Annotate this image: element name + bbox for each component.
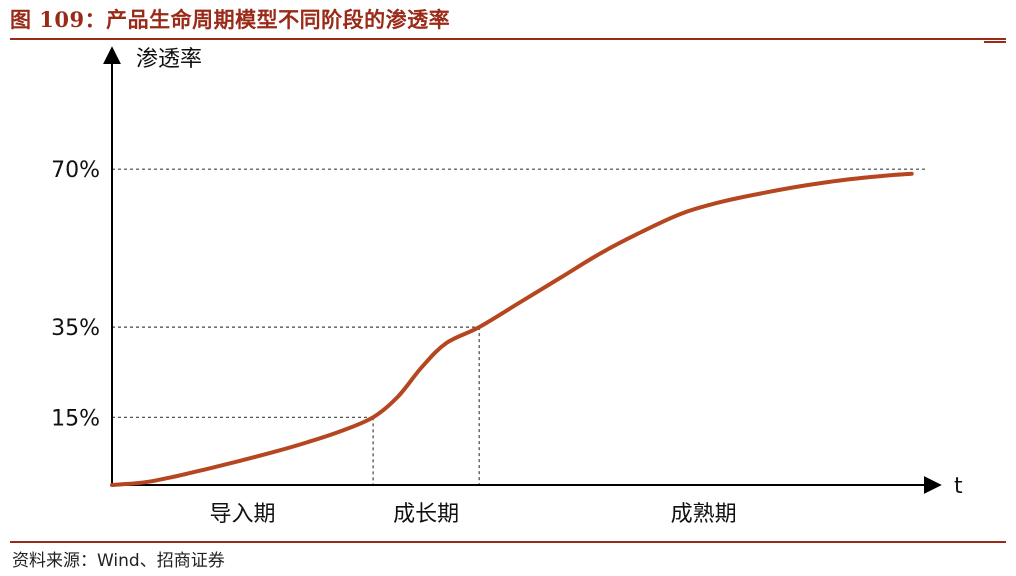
phase-labels: 导入期 成长期 成熟期 [210, 502, 737, 527]
x-axis-label: t [954, 474, 963, 499]
title-rule-accent [984, 41, 1006, 43]
y-tick-label: 70% [51, 158, 100, 183]
guide-lines [112, 168, 928, 485]
figure-title: 图 109：产品生命周期模型不同阶段的渗透率 [10, 7, 451, 32]
source-rule [10, 541, 1006, 543]
y-tick-label: 15% [51, 406, 100, 431]
source-note: 资料来源：Wind、招商证券 [12, 551, 225, 571]
y-axis-label: 渗透率 [136, 47, 202, 72]
penetration-curve [110, 171, 914, 487]
phase-label: 成熟期 [671, 502, 737, 527]
phase-label: 导入期 [210, 502, 276, 527]
title-rule [10, 38, 1006, 40]
y-tick-labels: 15% 35% 70% [51, 158, 100, 431]
phase-label: 成长期 [393, 502, 459, 527]
y-tick-label: 35% [51, 316, 100, 341]
